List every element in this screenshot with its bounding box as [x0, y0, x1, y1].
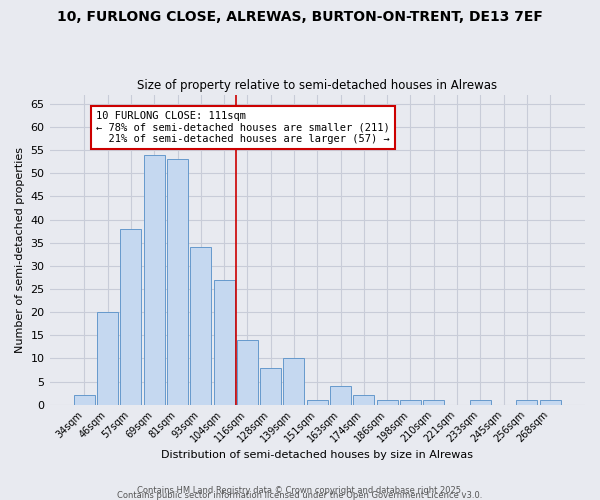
Bar [144, 154, 165, 404]
Text: 10 FURLONG CLOSE: 111sqm
← 78% of semi-detached houses are smaller (211)
  21% o: 10 FURLONG CLOSE: 111sqm ← 78% of semi-d… [96, 111, 390, 144]
Bar [307, 400, 328, 404]
Bar [330, 386, 351, 404]
Bar [377, 400, 398, 404]
Bar [400, 400, 421, 404]
Bar [121, 229, 142, 404]
Bar [260, 368, 281, 405]
Text: 10, FURLONG CLOSE, ALREWAS, BURTON-ON-TRENT, DE13 7EF: 10, FURLONG CLOSE, ALREWAS, BURTON-ON-TR… [57, 10, 543, 24]
Text: Contains HM Land Registry data © Crown copyright and database right 2025.: Contains HM Land Registry data © Crown c… [137, 486, 463, 495]
Bar [237, 340, 258, 404]
Bar [167, 160, 188, 404]
Bar [283, 358, 304, 405]
Bar [214, 280, 235, 404]
Bar [190, 248, 211, 404]
Title: Size of property relative to semi-detached houses in Alrewas: Size of property relative to semi-detach… [137, 79, 497, 92]
Bar [517, 400, 538, 404]
Bar [423, 400, 444, 404]
Y-axis label: Number of semi-detached properties: Number of semi-detached properties [15, 146, 25, 352]
X-axis label: Distribution of semi-detached houses by size in Alrewas: Distribution of semi-detached houses by … [161, 450, 473, 460]
Bar [539, 400, 560, 404]
Text: Contains public sector information licensed under the Open Government Licence v3: Contains public sector information licen… [118, 490, 482, 500]
Bar [74, 396, 95, 404]
Bar [97, 312, 118, 404]
Bar [470, 400, 491, 404]
Bar [353, 396, 374, 404]
